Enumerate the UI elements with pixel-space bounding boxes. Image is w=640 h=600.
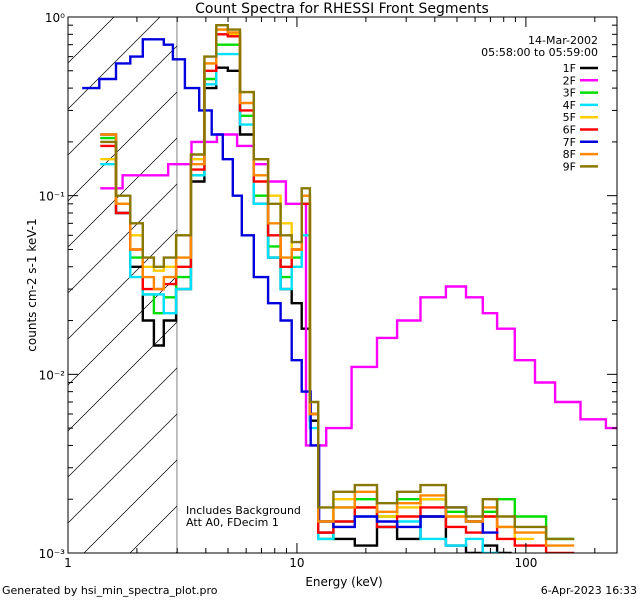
legend-label-4f: 4F [563, 99, 576, 112]
y-axis-label: counts cm-2 s-1 keV-1 [25, 218, 39, 351]
legend-label-3f: 3F [563, 87, 576, 100]
hatch-line [68, 17, 207, 156]
hatch-mask [177, 17, 617, 553]
background-hatch-region [68, 17, 617, 553]
plot-frame [67, 16, 618, 554]
background-note: Includes Background [186, 504, 301, 517]
legend-label-9f: 9F [563, 160, 576, 173]
x-tick-label: 10 [289, 556, 304, 570]
legend-label-2f: 2F [563, 74, 576, 87]
hatch-line [68, 17, 161, 110]
y-tick-label: 10⁻¹ [39, 190, 66, 204]
legend-label-6f: 6F [563, 124, 576, 137]
legend-label-7f: 7F [563, 136, 576, 149]
legend-label-1f: 1F [563, 62, 576, 75]
hatch-line [68, 17, 253, 202]
x-tick-label: 1 [64, 556, 72, 570]
series-line-2f [100, 133, 617, 447]
y-tick-label: 10⁰ [45, 11, 65, 25]
legend-label-8f: 8F [563, 148, 576, 161]
series-line-7f [82, 38, 499, 534]
chart-title: Count Spectra for RHESSI Front Segments [195, 1, 489, 17]
timestamp-label: 6-Apr-2023 16:33 [541, 584, 637, 597]
attenuator-note: Att A0, FDecim 1 [186, 516, 279, 529]
legend-label-5f: 5F [563, 111, 576, 124]
axis-ticks [67, 16, 617, 554]
x-tick-labels: 1 10 100 [64, 556, 537, 570]
y-tick-label: 10⁻³ [39, 547, 66, 561]
y-tick-label: 10⁻² [39, 368, 66, 382]
x-tick-label: 100 [514, 556, 537, 570]
date-label: 14-Mar-2002 [528, 34, 598, 47]
generated-by-label: Generated by hsi_min_spectra_plot.pro [2, 584, 218, 597]
series-line-4f [100, 52, 499, 553]
series-lines [82, 24, 617, 553]
time-range-label: 05:58:00 to 05:59:00 [481, 46, 598, 59]
x-axis-label: Energy (keV) [305, 575, 382, 589]
y-tick-labels: 10⁰ 10⁻¹ 10⁻² 10⁻³ [39, 11, 66, 561]
series-line-9f [100, 24, 575, 541]
